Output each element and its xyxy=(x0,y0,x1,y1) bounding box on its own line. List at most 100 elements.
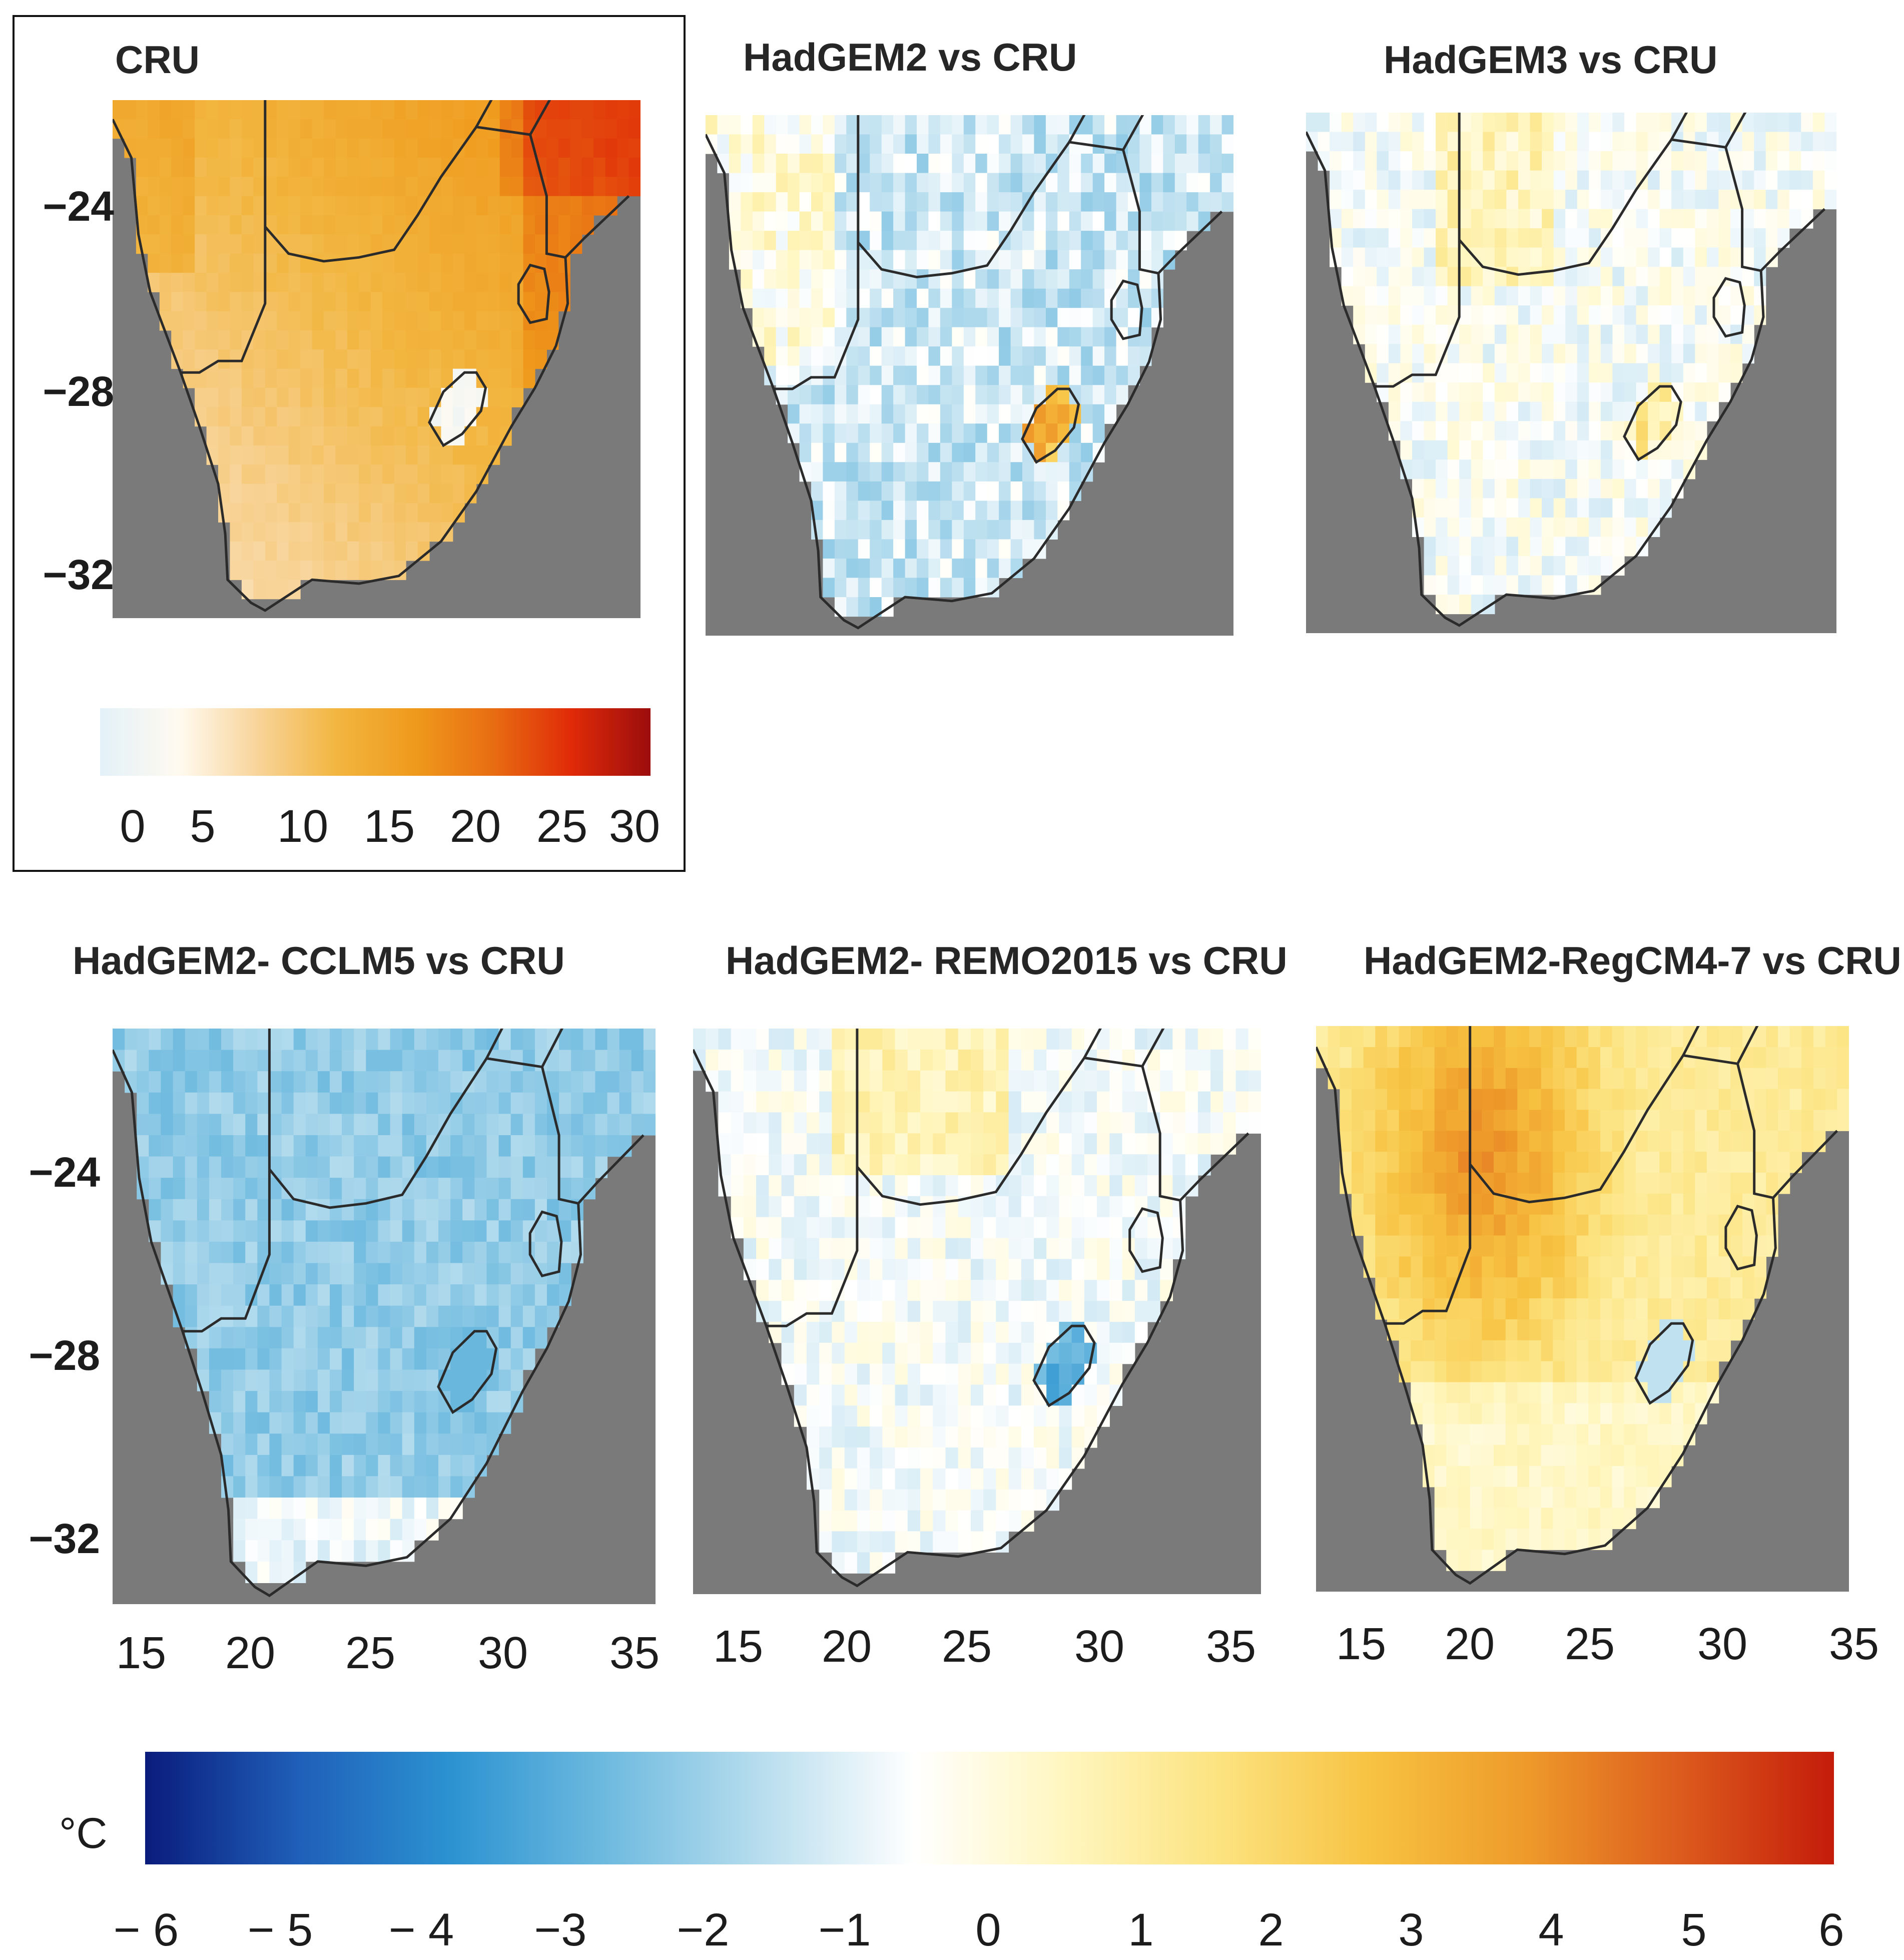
grid-cell xyxy=(534,1178,547,1200)
grid-cell xyxy=(1553,459,1566,479)
grid-cell xyxy=(1542,228,1554,248)
grid-cell xyxy=(1553,209,1566,229)
grid-cell xyxy=(312,119,324,139)
grid-cell xyxy=(905,442,917,462)
grid-cell xyxy=(1529,1026,1542,1048)
country-border-4 xyxy=(1724,113,1747,148)
grid-cell xyxy=(305,1327,318,1349)
grid-cell xyxy=(1459,267,1472,287)
grid-cell xyxy=(1377,363,1389,383)
grid-cell xyxy=(317,1092,330,1114)
grid-cell xyxy=(1636,517,1648,537)
grid-cell xyxy=(834,134,847,154)
grid-cell xyxy=(917,211,929,231)
grid-cell xyxy=(342,1433,354,1455)
grid-cell xyxy=(858,115,870,135)
grid-cell xyxy=(1754,1152,1766,1173)
grid-cell xyxy=(811,269,823,289)
grid-cell xyxy=(269,1092,282,1114)
grid-cell xyxy=(1459,595,1472,615)
grid-cell xyxy=(1813,1047,1826,1069)
grid-cell xyxy=(1388,286,1401,306)
grid-cell xyxy=(429,503,441,523)
grid-cell xyxy=(857,1133,870,1155)
grid-cell xyxy=(1388,113,1401,133)
grid-cell xyxy=(1648,305,1660,325)
grid-cell xyxy=(378,1476,391,1498)
grid-cell xyxy=(940,539,952,559)
grid-cell xyxy=(1046,1112,1059,1134)
grid-cell xyxy=(441,100,453,120)
grid-cell xyxy=(1766,1026,1778,1048)
grid-cell xyxy=(1172,1112,1186,1134)
grid-cell xyxy=(1412,478,1425,499)
grid-cell xyxy=(1097,1217,1110,1239)
grid-cell xyxy=(1022,520,1034,540)
grid-cell xyxy=(952,115,964,135)
grid-cell xyxy=(486,1412,499,1434)
grid-cell xyxy=(476,196,488,216)
grid-cell xyxy=(1104,115,1117,135)
grid-cell xyxy=(1612,228,1625,248)
grid-cell xyxy=(370,522,383,542)
grid-cell xyxy=(312,100,324,120)
grid-cell xyxy=(895,1091,908,1113)
grid-cell xyxy=(1447,113,1460,133)
grid-cell xyxy=(330,1114,342,1136)
grid-cell xyxy=(1517,1487,1530,1509)
grid-cell xyxy=(474,1263,487,1285)
grid-cell xyxy=(394,292,406,312)
grid-cell xyxy=(269,1241,282,1264)
grid-cell xyxy=(1494,478,1507,499)
grid-cell xyxy=(807,1112,820,1134)
grid-cell xyxy=(414,1178,427,1200)
grid-cell xyxy=(1010,365,1023,385)
grid-cell xyxy=(534,1135,547,1157)
grid-cell xyxy=(1010,250,1023,270)
grid-cell xyxy=(1008,1049,1022,1071)
grid-cell xyxy=(1612,498,1625,518)
grid-cell xyxy=(378,1029,391,1051)
grid-cell xyxy=(1542,459,1554,479)
grid-cell xyxy=(1097,1342,1110,1364)
grid-cell xyxy=(1506,209,1519,229)
grid-cell xyxy=(402,1092,415,1114)
lat-tick-cru-28: −28 xyxy=(43,368,115,415)
grid-cell xyxy=(1022,250,1034,270)
grid-cell xyxy=(882,1217,896,1239)
grid-cell xyxy=(1494,344,1507,364)
grid-cell xyxy=(1553,401,1566,421)
grid-cell xyxy=(218,330,230,350)
grid-cell xyxy=(1730,305,1743,325)
grid-cell xyxy=(1057,173,1070,193)
grid-cell xyxy=(1577,228,1589,248)
grid-cell xyxy=(823,288,835,308)
grid-cell xyxy=(928,442,941,462)
grid-cell xyxy=(1483,247,1495,267)
grid-cell xyxy=(441,330,453,350)
grid-cell xyxy=(920,1531,933,1553)
grid-cell xyxy=(1008,1363,1022,1385)
grid-cell xyxy=(1659,1152,1672,1173)
grid-cell xyxy=(1436,401,1448,421)
grid-cell xyxy=(161,1156,174,1178)
grid-cell xyxy=(1470,1508,1482,1530)
grid-cell xyxy=(1576,1131,1589,1152)
grid-cell xyxy=(743,1029,757,1050)
grid-cell xyxy=(1122,1196,1135,1218)
grid-cell xyxy=(269,1369,282,1391)
grid-cell xyxy=(1754,113,1766,133)
grid-cell xyxy=(347,138,359,158)
grid-cell xyxy=(807,1321,820,1343)
grid-cell xyxy=(1365,344,1377,364)
grid-cell xyxy=(769,1112,782,1134)
grid-cell xyxy=(1353,113,1366,133)
grid-cell xyxy=(952,520,964,540)
grid-cell xyxy=(230,407,242,427)
grid-cell xyxy=(499,119,512,139)
grid-cell xyxy=(1008,1342,1022,1364)
grid-cell xyxy=(464,330,477,350)
grid-cell xyxy=(300,445,313,465)
grid-cell xyxy=(288,215,301,235)
grid-cell xyxy=(1600,132,1613,152)
